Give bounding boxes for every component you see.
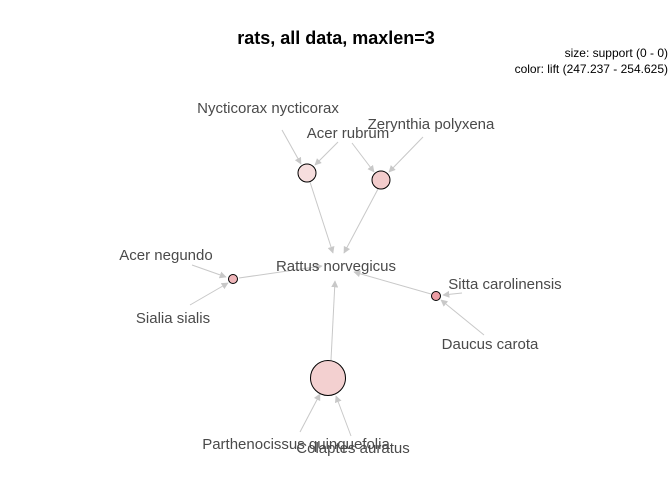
edge-acer-rubrum-rule-2 bbox=[351, 142, 375, 173]
label-sialia[interactable]: Sialia sialis bbox=[136, 310, 210, 327]
edge-rule-2-rattus bbox=[343, 188, 379, 254]
rule-nodes bbox=[228, 163, 441, 396]
label-zerynthia[interactable]: Zerynthia polyxena bbox=[368, 116, 495, 133]
edge-acer-rubrum-rule-1 bbox=[314, 141, 339, 166]
label-acer-negundo[interactable]: Acer negundo bbox=[119, 247, 212, 264]
edge-zerynthia-rule-2 bbox=[388, 136, 424, 173]
label-sitta[interactable]: Sitta carolinensis bbox=[448, 276, 561, 293]
edge-acer-negundo-rule-3 bbox=[191, 264, 227, 279]
label-parthenocissus[interactable]: Parthenocissus quinquefolia bbox=[202, 436, 390, 453]
rule-node-2[interactable] bbox=[371, 170, 391, 190]
chart-title: rats, all data, maxlen=3 bbox=[237, 28, 435, 48]
rule-node-5[interactable] bbox=[310, 360, 346, 396]
edge-sitta-rule-4 bbox=[442, 290, 463, 298]
edge-rule-1-rattus bbox=[309, 181, 335, 254]
label-rattus[interactable]: Rattus norvegicus bbox=[276, 258, 396, 275]
edge-rule-4-rattus bbox=[353, 270, 432, 295]
rule-node-4[interactable] bbox=[431, 291, 441, 301]
edge-rule-5-rattus bbox=[330, 280, 339, 361]
edge-sialia-rule-3 bbox=[189, 282, 229, 306]
legend-color-text: color: lift (247.237 - 254.625) bbox=[514, 62, 668, 76]
edges bbox=[189, 129, 485, 437]
item-labels: Nycticorax nycticorax Acer rubrum Zerynt… bbox=[119, 100, 561, 457]
edge-daucus-rule-4 bbox=[440, 299, 485, 336]
label-acer-rubrum[interactable]: Acer rubrum bbox=[307, 125, 390, 142]
edge-parthenocissus-rule-5 bbox=[299, 393, 321, 433]
label-daucus[interactable]: Daucus carota bbox=[442, 336, 539, 353]
rule-node-1[interactable] bbox=[297, 163, 317, 183]
edge-rule-3-rattus bbox=[238, 263, 323, 279]
label-nycticorax[interactable]: Nycticorax nycticorax bbox=[197, 100, 339, 117]
legend-size-text: size: support (0 - 0) bbox=[564, 46, 668, 60]
rule-node-3[interactable] bbox=[228, 274, 238, 284]
edge-colaptes-rule-5 bbox=[334, 395, 352, 437]
edge-nycticorax-rule-1 bbox=[281, 129, 302, 165]
label-colaptes[interactable]: Colaptes auratus bbox=[296, 440, 409, 457]
